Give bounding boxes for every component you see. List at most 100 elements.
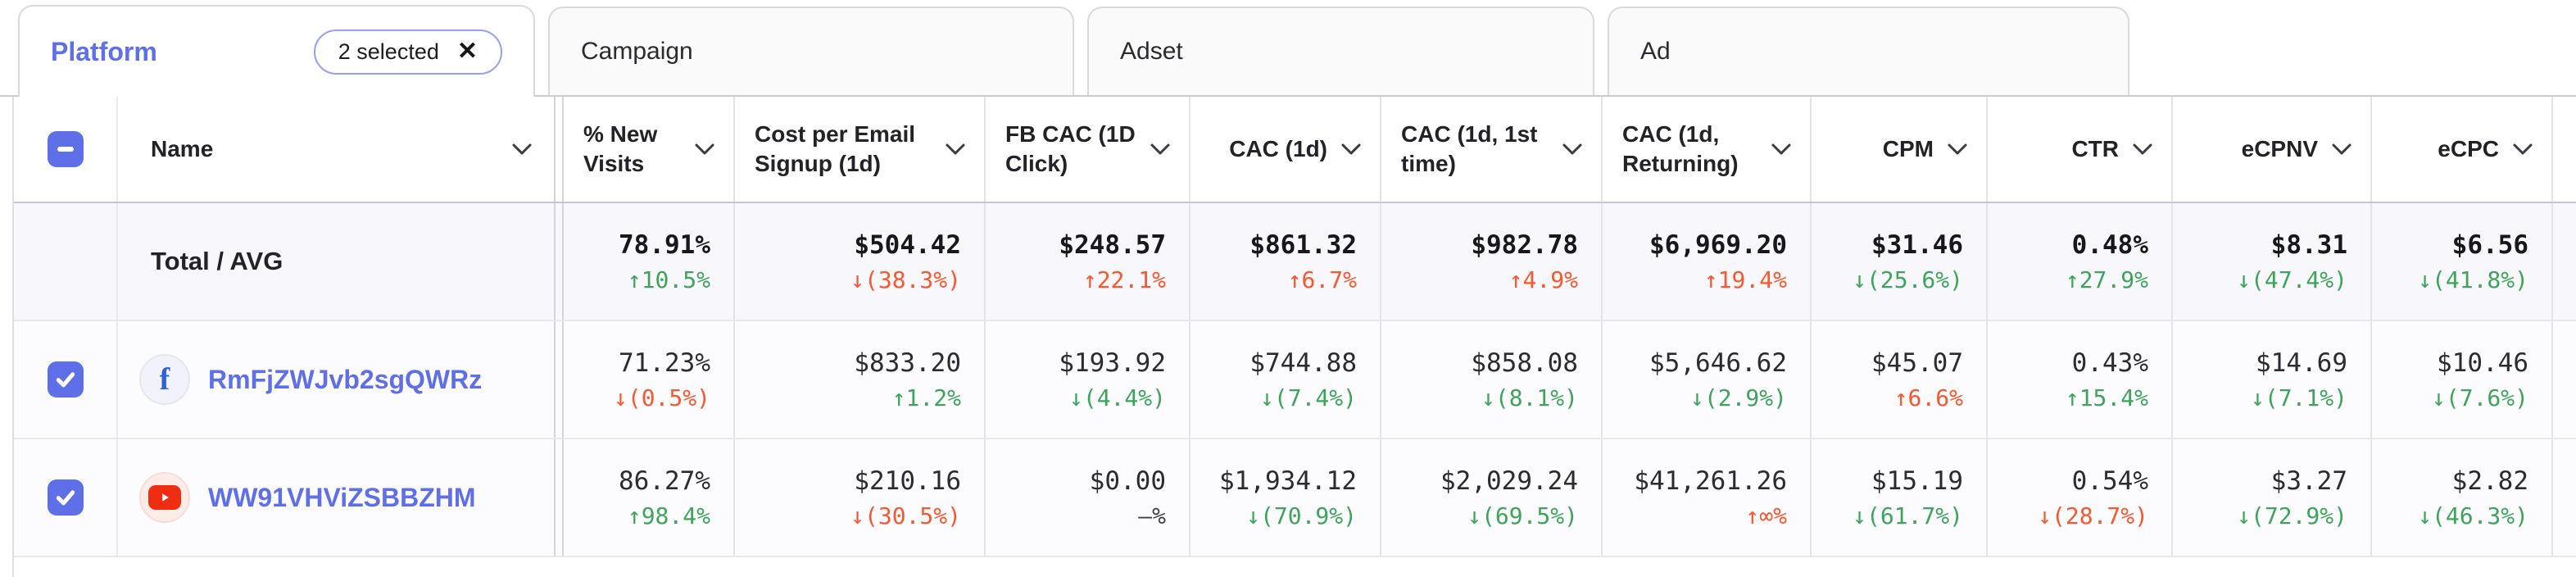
column-header-cac-1st-time[interactable]: CAC (1d, 1st time) — [1380, 97, 1601, 202]
tab-ad[interactable]: Ad — [1608, 7, 2129, 95]
column-header-cost-per-email-signup[interactable]: Cost per Email Signup (1d) — [733, 97, 984, 202]
tab-platform-label: Platform — [51, 36, 157, 66]
column-header-pct-new-visits[interactable]: % New Visits — [564, 97, 733, 202]
cell-pct-new-visits: 86.27% ↑98.4% — [619, 466, 710, 529]
delta-badge: ↑4.9% — [1508, 266, 1578, 293]
delta-badge: ↑6.7% — [1287, 266, 1357, 293]
clipped-column-sliver — [2551, 439, 2574, 556]
cell-fb-cac: $193.92 ↓(4.4%) — [984, 321, 1189, 438]
delta-badge: ↓(2.9%) — [1689, 384, 1787, 411]
cell-ecpc: $6.56 ↓(41.8%) — [2370, 203, 2551, 320]
row-checkbox[interactable] — [47, 361, 84, 398]
chevron-down-icon[interactable] — [1340, 143, 1362, 156]
cell-cac-1d: $861.32 ↑6.7% — [1189, 203, 1380, 320]
column-header-cac-returning[interactable]: CAC (1d, Returning) — [1601, 97, 1810, 202]
column-header-ecpnv[interactable]: eCPNV — [2171, 97, 2370, 202]
chevron-down-icon[interactable] — [2331, 143, 2352, 156]
cell-cac-1d: $1,934.12 ↓(70.9%) — [1189, 439, 1380, 556]
delta-badge: ↑27.9% — [2065, 266, 2148, 293]
selected-count-badge: 2 selected ✕ — [313, 29, 502, 75]
column-header-cac-1d[interactable]: CAC (1d) — [1189, 97, 1380, 202]
delta-badge: ↓(47.4%) — [2237, 266, 2347, 293]
delta-badge: ↓(30.5%) — [850, 502, 961, 529]
chevron-down-icon[interactable] — [694, 143, 715, 156]
cell-cac-1d: $744.88 ↓(7.4%) — [1189, 321, 1380, 438]
chevron-down-icon[interactable] — [2512, 143, 2533, 156]
chevron-down-icon[interactable] — [1771, 143, 1792, 156]
clipped-column-sliver — [2551, 203, 2574, 320]
chevron-down-icon[interactable] — [2132, 143, 2153, 156]
column-header-ctr[interactable]: CTR — [1986, 97, 2171, 202]
delta-badge: ↑98.4% — [627, 502, 710, 529]
clipped-column-sliver — [2551, 97, 2574, 202]
cell-cost-per-email-signup: $833.20 ↑1.2% — [733, 321, 984, 438]
select-all-checkbox[interactable] — [47, 131, 84, 167]
cell-cac-1st-time: $858.08 ↓(8.1%) — [1380, 321, 1601, 438]
delta-badge: ↓(0.5%) — [613, 384, 710, 411]
cell-ecpnv: $3.27 ↓(72.9%) — [2171, 439, 2370, 556]
youtube-icon — [139, 472, 190, 523]
chevron-down-icon[interactable] — [1947, 143, 1968, 156]
row-checkbox[interactable] — [47, 479, 84, 516]
select-all-cell — [14, 97, 116, 202]
cell-cac-1st-time: $982.78 ↑4.9% — [1380, 203, 1601, 320]
cell-pct-new-visits: 78.91% ↑10.5% — [619, 229, 710, 293]
tab-campaign[interactable]: Campaign — [548, 7, 1074, 95]
facebook-icon: f — [139, 354, 190, 405]
cell-ctr: 0.54% ↓(28.7%) — [1986, 439, 2171, 556]
column-header-fb-cac[interactable]: FB CAC (1D Click) — [984, 97, 1189, 202]
cell-fb-cac: $248.57 ↑22.1% — [984, 203, 1189, 320]
pinned-column-divider — [554, 97, 564, 202]
breakdown-tabbar: Platform 2 selected ✕ Campaign Adset Ad — [0, 0, 2576, 97]
delta-badge: ↑1.2% — [891, 384, 961, 411]
delta-badge: ↑22.1% — [1082, 266, 1166, 293]
cell-ctr: 0.48% ↑27.9% — [1986, 203, 2171, 320]
table-header-row: Name % New Visits Cost per Email Signup … — [14, 97, 2576, 203]
row-name-link[interactable]: RmFjZWJvb2sgQWRz — [208, 364, 483, 394]
delta-badge: ↓(8.1%) — [1481, 384, 1578, 411]
table-row-youtube: WW91VHViZSBBZHM 86.27% ↑98.4% $210.16 ↓(30… — [14, 439, 2576, 557]
selected-count-label: 2 selected — [338, 39, 439, 64]
cell-cost-per-email-signup: $504.42 ↓(38.3%) — [733, 203, 984, 320]
chevron-down-icon[interactable] — [945, 143, 966, 156]
delta-badge: ↓(69.5%) — [1467, 502, 1578, 529]
cell-cac-returning: $41,261.26 ↑∞% — [1601, 439, 1810, 556]
cell-ecpnv: $8.31 ↓(47.4%) — [2171, 203, 2370, 320]
clipped-column-sliver — [2551, 321, 2574, 438]
delta-badge: ↑19.4% — [1703, 266, 1787, 293]
cell-cpm: $45.07 ↑6.6% — [1810, 321, 1986, 438]
delta-badge: ↑6.6% — [1893, 384, 1963, 411]
cell-cac-returning: $6,969.20 ↑19.4% — [1601, 203, 1810, 320]
close-icon[interactable]: ✕ — [456, 38, 478, 65]
delta-badge: ↓(41.8%) — [2418, 266, 2528, 293]
column-header-cpm[interactable]: CPM — [1810, 97, 1986, 202]
column-header-ecpc[interactable]: eCPC — [2370, 97, 2551, 202]
indeterminate-minus-icon — [57, 147, 74, 152]
delta-badge: ↑∞% — [1745, 502, 1787, 529]
table-row-total: Total / AVG 78.91% ↑10.5% $504.42 ↓(38.3%)… — [14, 203, 2576, 321]
total-row-label: Total / AVG — [151, 247, 283, 275]
row-name-link[interactable]: WW91VHViZSBBZHM — [208, 482, 476, 512]
delta-badge: ↓(70.9%) — [1246, 502, 1357, 529]
delta-badge: ↓(61.7%) — [1853, 502, 1963, 529]
cell-ecpc: $10.46 ↓(7.6%) — [2370, 321, 2551, 438]
chevron-down-icon[interactable] — [511, 143, 533, 156]
tab-adset[interactable]: Adset — [1087, 7, 1594, 95]
cell-pct-new-visits: 71.23% ↓(0.5%) — [613, 348, 710, 411]
metrics-table: Name % New Visits Cost per Email Signup … — [12, 97, 2576, 577]
cell-ctr: 0.43% ↑15.4% — [1986, 321, 2171, 438]
delta-badge: ↓(72.9%) — [2237, 502, 2347, 529]
chevron-down-icon[interactable] — [1150, 143, 1171, 156]
table-row-facebook: f RmFjZWJvb2sgQWRz 71.23% ↓(0.5%) $833.20… — [14, 321, 2576, 439]
delta-badge: –% — [1138, 502, 1166, 529]
delta-badge: ↓(25.6%) — [1853, 266, 1963, 293]
cell-cac-1st-time: $2,029.24 ↓(69.5%) — [1380, 439, 1601, 556]
delta-badge: ↑15.4% — [2065, 384, 2148, 411]
check-icon — [56, 490, 75, 506]
column-header-name[interactable]: Name — [116, 97, 554, 202]
cell-ecpc: $2.82 ↓(46.3%) — [2370, 439, 2551, 556]
tab-platform[interactable]: Platform 2 selected ✕ — [18, 5, 535, 97]
cell-fb-cac: $0.00 –% — [984, 439, 1189, 556]
delta-badge: ↓(38.3%) — [850, 266, 961, 293]
chevron-down-icon[interactable] — [1562, 143, 1583, 156]
